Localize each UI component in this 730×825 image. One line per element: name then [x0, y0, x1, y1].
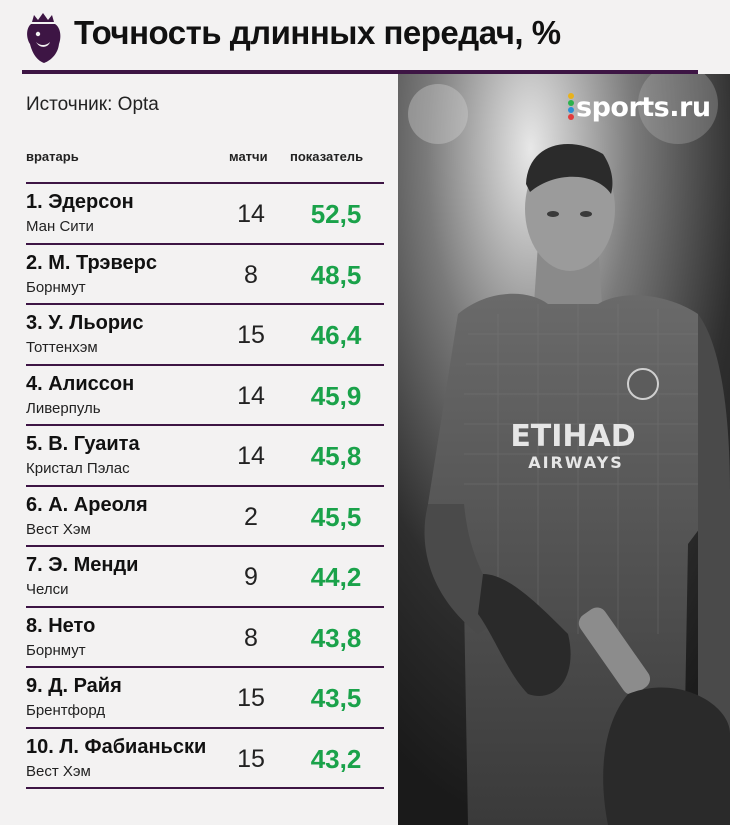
- player-club: Борнмут: [26, 278, 86, 296]
- source-note: Источник: Opta: [26, 94, 159, 115]
- player-name: 8. Нето: [26, 614, 96, 637]
- sports-ru-logo: sports.ru: [566, 90, 711, 124]
- player-name: 5. В. Гуаита: [26, 433, 140, 455]
- player-club: Ливерпуль: [26, 399, 101, 417]
- table-row: 2. М. Трэверс Борнмут 8 48,5: [26, 242, 384, 304]
- table-row: 5. В. Гуаита Кристал Пэлас 14 45,8: [26, 424, 384, 485]
- player-name: 6. А. Ареоля: [26, 493, 148, 516]
- column-header-score: показатель: [290, 149, 364, 164]
- goalkeeper-photo: ETIHAD AIRWAYS: [398, 74, 730, 825]
- player-club: Борнмут: [26, 641, 86, 659]
- accuracy-value: 43,8: [310, 622, 362, 653]
- page-title: Точность длинных передач, %: [74, 14, 561, 51]
- table-row: 9. Д. Райя Брентфорд 15 43,5: [26, 666, 384, 727]
- accuracy-value: 45,9: [310, 380, 362, 411]
- accuracy-value: 43,5: [310, 683, 362, 713]
- table-row: 6. А. Ареоля Вест Хэм 2 45,5: [26, 484, 384, 546]
- accuracy-value: 52,5: [310, 199, 362, 229]
- matches-count: 15: [237, 321, 265, 349]
- matches-count: 14: [237, 200, 265, 228]
- matches-count: 15: [237, 744, 265, 773]
- matches-count: 15: [237, 684, 265, 712]
- player-name: 3. У. Льорис: [26, 312, 144, 334]
- svg-text:AIRWAYS: AIRWAYS: [528, 453, 624, 472]
- matches-count: 8: [244, 623, 258, 652]
- brand-dots-icon: [568, 93, 574, 120]
- column-header-matches: матчи: [229, 149, 268, 164]
- player-club: Челси: [26, 581, 69, 598]
- player-name: 1. Эдерсон: [26, 191, 134, 213]
- player-club: Тоттенхэм: [26, 339, 98, 356]
- accuracy-value: 45,5: [310, 501, 362, 532]
- player-name: 10. Л. Фабианьски: [26, 735, 207, 758]
- table-row: 8. Нето Борнмут 8 43,8: [26, 605, 384, 667]
- accuracy-value: 44,2: [310, 562, 362, 592]
- player-name: 4. Алиссон: [26, 372, 135, 395]
- player-club: Брентфорд: [26, 702, 106, 719]
- ranking-table: 1. Эдерсон Ман Сити 14 52,5 2. М. Трэвер…: [26, 182, 384, 789]
- player-club: Кристал Пэлас: [26, 460, 130, 477]
- player-club: Вест Хэм: [26, 762, 91, 780]
- title-divider: [22, 70, 698, 74]
- table-row: 10. Л. Фабианьски Вест Хэм 15 43,2: [26, 726, 384, 789]
- matches-count: 14: [237, 442, 265, 470]
- matches-count: 8: [244, 260, 258, 289]
- header: Точность длинных передач, %: [0, 0, 730, 72]
- column-header-goalkeeper: вратарь: [26, 149, 79, 164]
- accuracy-value: 46,4: [310, 320, 362, 350]
- svg-text:ETIHAD: ETIHAD: [510, 419, 635, 454]
- player-name: 9. Д. Райя: [26, 675, 122, 697]
- accuracy-value: 43,2: [310, 743, 362, 774]
- accuracy-value: 45,8: [310, 441, 362, 471]
- player-club: Вест Хэм: [26, 520, 91, 538]
- table-row: 4. Алиссон Ливерпуль 14 45,9: [26, 363, 384, 425]
- matches-count: 9: [244, 563, 258, 591]
- premier-league-lion-icon: [27, 13, 61, 63]
- player-name: 7. Э. Менди: [26, 554, 139, 576]
- player-name: 2. М. Трэверс: [26, 251, 157, 274]
- brand-name: sports.ru: [576, 91, 711, 123]
- accuracy-value: 48,5: [310, 259, 362, 290]
- table-row: 1. Эдерсон Ман Сити 14 52,5: [26, 182, 384, 243]
- player-club: Ман Сити: [26, 218, 94, 235]
- matches-count: 2: [244, 502, 258, 531]
- matches-count: 14: [237, 381, 265, 410]
- table-row: 3. У. Льорис Тоттенхэм 15 46,4: [26, 303, 384, 364]
- table-row: 7. Э. Менди Челси 9 44,2: [26, 545, 384, 606]
